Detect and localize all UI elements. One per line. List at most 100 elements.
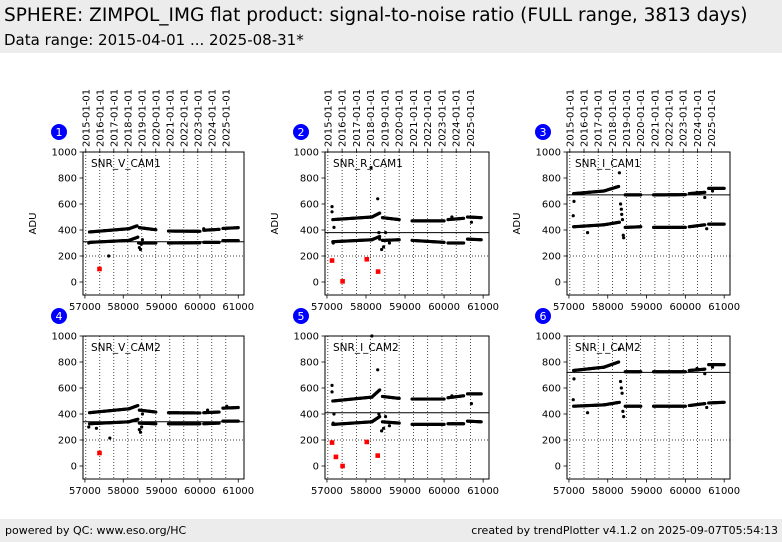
x-tick-label: 59000 <box>389 486 421 497</box>
y-tick-label: 400 <box>300 226 319 237</box>
data-point <box>140 425 144 429</box>
y-tick-label: 400 <box>58 410 77 421</box>
data-point <box>205 408 210 412</box>
x-tick-label: 60000 <box>428 486 460 497</box>
data-point <box>462 394 466 398</box>
data-point <box>330 205 334 209</box>
y-tick-label: 200 <box>58 436 77 447</box>
date-tick-label: 2024-01-01 <box>452 89 463 147</box>
panel-number: 2 <box>298 126 305 139</box>
outlier-point <box>97 266 102 272</box>
date-tick-label: 2025-01-01 <box>221 89 232 147</box>
footer-created: created by trendPlotter v4.1.2 on 2025-0… <box>471 524 778 537</box>
data-point <box>617 171 621 175</box>
data-point <box>703 367 707 371</box>
data-point <box>722 186 726 190</box>
data-point <box>617 220 621 224</box>
y-tick-label: 200 <box>300 436 319 447</box>
data-point <box>622 236 626 240</box>
y-tick-label: 800 <box>300 358 319 369</box>
panel-label: SNR_R_CAM1 <box>333 158 403 170</box>
data-point <box>236 226 240 230</box>
data-point <box>107 254 111 258</box>
date-tick-label: 2016-01-01 <box>579 89 590 147</box>
data-point <box>236 419 240 423</box>
x-tick-label: 57000 <box>311 302 343 313</box>
data-point <box>703 223 707 227</box>
panel-number-badge <box>535 308 551 324</box>
data-point <box>703 195 707 200</box>
data-point <box>705 405 709 410</box>
y-tick-label: 200 <box>58 252 77 263</box>
data-point <box>469 402 474 406</box>
data-point <box>639 370 643 374</box>
data-point <box>710 365 715 369</box>
data-point <box>217 421 221 425</box>
outlier-point <box>97 450 102 456</box>
y-tick-label: 600 <box>542 384 561 395</box>
y-tick-label: 600 <box>542 200 561 211</box>
data-point <box>450 215 454 219</box>
data-point <box>622 415 626 419</box>
data-point <box>722 400 726 404</box>
data-point <box>442 219 446 223</box>
outlier-point <box>364 256 370 262</box>
data-point <box>397 238 401 242</box>
outlier-point <box>340 279 345 284</box>
y-axis-label: ADU <box>512 213 523 235</box>
data-point <box>703 190 707 194</box>
data-point <box>154 410 158 414</box>
date-tick-label: 2015-01-01 <box>323 89 334 147</box>
data-point <box>198 241 202 245</box>
x-tick-label: 61000 <box>222 486 254 497</box>
data-point <box>138 247 143 252</box>
data-point <box>722 222 726 226</box>
date-tick-label: 2019-01-01 <box>137 89 148 147</box>
data-point <box>462 422 466 426</box>
data-point <box>619 207 623 211</box>
y-tick-label: 600 <box>58 200 77 211</box>
x-tick-label: 61000 <box>222 302 254 313</box>
panel-number: 3 <box>540 126 547 139</box>
data-point <box>617 347 621 351</box>
x-tick-label: 60000 <box>184 302 216 313</box>
data-point <box>397 396 401 400</box>
data-point <box>330 383 334 387</box>
data-point <box>683 404 687 408</box>
x-tick-label: 58000 <box>350 302 382 313</box>
chart-panel-3: 2015-01-01 2016-01-01 2017-01-01 2018-01-01… <box>512 89 740 313</box>
data-point <box>236 405 240 410</box>
plot-frame <box>82 151 245 296</box>
data-point <box>450 394 454 398</box>
data-point <box>442 240 446 244</box>
data-point <box>378 388 382 392</box>
x-tick-label: 60000 <box>428 302 460 313</box>
x-tick-label: 60000 <box>669 302 701 313</box>
data-point <box>378 234 382 239</box>
data-point <box>585 411 590 415</box>
date-tick-label: 2022-01-01 <box>179 89 190 147</box>
data-point <box>462 241 466 245</box>
data-point <box>217 410 221 414</box>
data-point <box>572 377 576 381</box>
data-point <box>571 214 575 218</box>
chart-panel-4: 0 200 400 600 800 1000 57000 58000 59000 60000 610… <box>51 308 254 497</box>
data-point <box>140 412 145 416</box>
data-point <box>617 360 621 364</box>
x-tick-label: 58000 <box>107 302 139 313</box>
data-range-subtitle: Data range: 2015-04-01 ... 2025-08-31* <box>4 31 304 49</box>
panel-number-badge <box>293 308 309 324</box>
plot-frame <box>324 151 490 296</box>
plot-frame <box>566 335 731 480</box>
y-tick-label: 200 <box>300 252 319 263</box>
outlier-point <box>375 453 381 458</box>
date-tick-label: 2022-01-01 <box>665 89 676 147</box>
data-point <box>381 245 386 249</box>
data-point <box>137 428 141 432</box>
data-point <box>383 231 388 235</box>
y-tick-label: 0 <box>555 462 561 473</box>
data-point <box>639 404 643 408</box>
data-point <box>332 225 336 229</box>
data-point <box>330 390 334 394</box>
chart-panel-6: 0 200 400 600 800 1000 57000 58000 59000 60000 610… <box>535 308 740 497</box>
